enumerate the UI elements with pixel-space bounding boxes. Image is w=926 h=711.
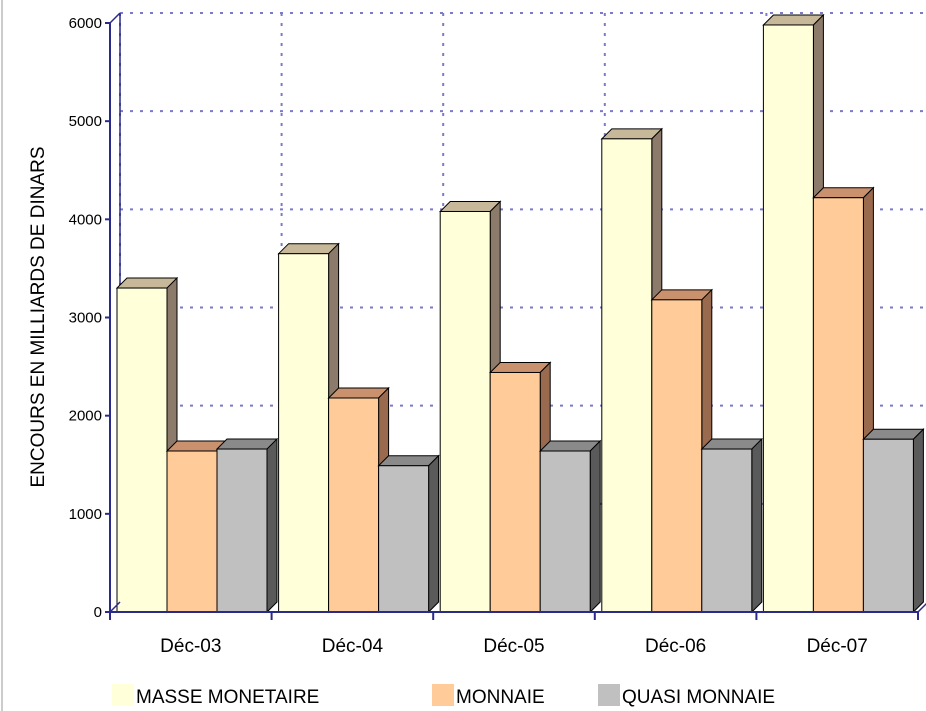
legend-swatch	[112, 684, 134, 706]
legend-label: MASSE MONETAIRE	[136, 687, 319, 708]
bars	[115, 13, 925, 614]
bar-front	[378, 465, 430, 613]
bar	[650, 288, 714, 614]
axes: 0 1000 2000 3000 4000 5000 6000 Déc-03 Déc-04 Déc…	[69, 15, 926, 657]
y-tick-label: 5000	[69, 113, 102, 130]
bar-front	[166, 450, 218, 613]
bar-side	[912, 428, 924, 614]
bar-front	[278, 253, 330, 613]
x-tick-label: Déc-05	[483, 636, 544, 657]
y-axis-title: ENCOURS EN MILLIARDS DE DINARS	[28, 146, 49, 487]
bar	[215, 437, 279, 614]
legend: MASSE MONETAIRE MONNAIE QUASI MONNAIE	[112, 684, 775, 708]
bar-front	[328, 397, 380, 613]
bar-side	[751, 437, 763, 614]
bar	[862, 428, 925, 614]
bar-side	[266, 437, 278, 614]
bar-front	[539, 450, 591, 613]
bar-front	[601, 138, 653, 613]
bar-front	[701, 448, 753, 613]
bar	[700, 437, 764, 614]
bar-front	[439, 210, 491, 613]
x-tick-label: Déc-06	[645, 636, 706, 657]
axis-edge	[917, 602, 926, 613]
bar-front	[762, 24, 814, 613]
bar-front	[812, 197, 864, 613]
y-tick-label: 6000	[69, 15, 102, 32]
bar-side	[589, 439, 601, 614]
bar	[377, 454, 440, 614]
bar-front	[116, 287, 168, 613]
legend-label: MONNAIE	[456, 687, 545, 708]
bar-front	[216, 448, 268, 613]
x-tick-label: Déc-07	[807, 636, 868, 657]
y-tick-label: 1000	[69, 506, 102, 523]
bar-front	[651, 299, 703, 613]
y-tick-label: 2000	[69, 408, 102, 425]
bar-front	[489, 371, 541, 613]
y-tick-label: 4000	[69, 211, 102, 228]
legend-label: QUASI MONNAIE	[622, 687, 775, 708]
x-tick-label: Déc-04	[322, 636, 384, 657]
x-tick-label: Déc-03	[160, 636, 221, 657]
y-tick-label: 3000	[69, 310, 102, 327]
legend-swatch	[432, 684, 454, 706]
legend-swatch	[598, 684, 620, 706]
bar-side	[428, 454, 440, 614]
bar	[538, 439, 602, 614]
axis-edge	[109, 601, 121, 613]
y-tick-label: 0	[94, 604, 102, 621]
bar-front	[862, 438, 914, 613]
axis-edge	[109, 12, 121, 24]
bar	[812, 186, 875, 614]
